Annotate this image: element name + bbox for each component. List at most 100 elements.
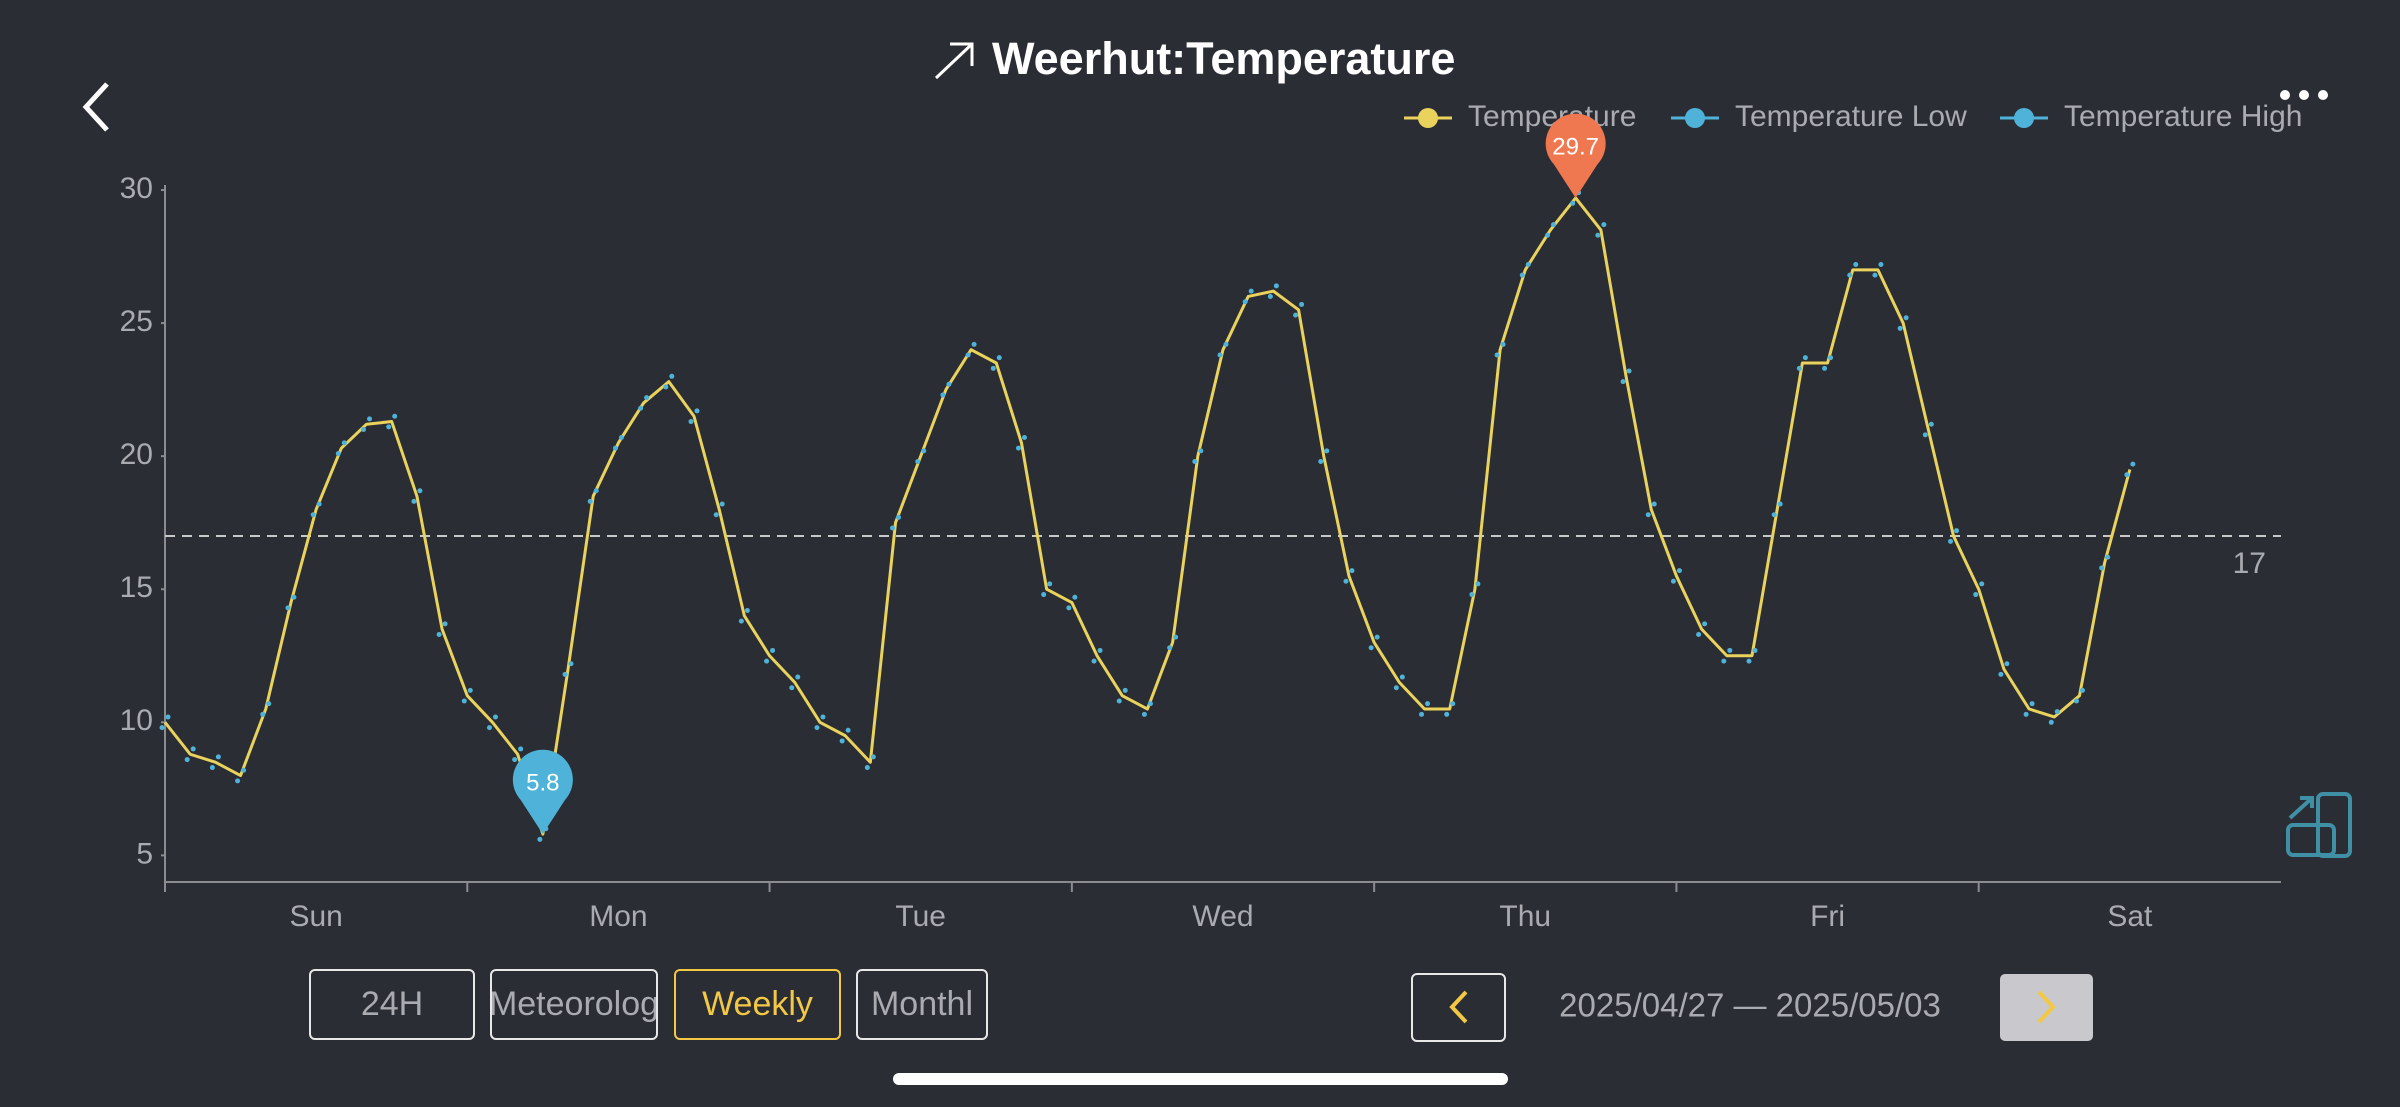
point [1696,631,1702,637]
point [921,448,927,454]
point [770,647,776,653]
point [2124,472,2130,478]
y-tick-label: 5 [136,837,153,870]
prev-week-button[interactable] [1411,973,1506,1042]
point [1147,701,1153,707]
point [1828,355,1834,361]
prev-chevron [1449,990,1468,1024]
rotate-icon[interactable] [2286,792,2352,858]
point [688,419,694,425]
point [1167,645,1173,651]
back-button[interactable] [82,82,109,132]
point [291,594,297,600]
x-tick-label: Wed [1192,900,1253,933]
point [1122,687,1128,693]
point [1796,365,1802,371]
legend-label: Temperature High [2064,100,2302,133]
period-tab[interactable]: 24H [309,969,475,1040]
point [1721,658,1727,664]
min-pin-label: 5.8 [526,769,559,796]
point [518,746,524,752]
point [1469,592,1475,598]
point [1475,581,1481,587]
point [1041,592,1047,598]
period-tab[interactable]: Monthl [856,969,988,1040]
point [209,765,215,771]
more-button[interactable] [2280,90,2328,100]
point [1072,594,1078,600]
point [839,738,845,744]
point [990,365,996,371]
point [436,631,442,637]
point [367,416,373,422]
period-tab[interactable]: Meteorolog [490,969,658,1040]
point [638,405,644,411]
page-title: Weerhut:Temperature [992,33,1455,84]
point [1973,592,1979,598]
point [310,512,316,518]
point [1450,701,1456,707]
point [159,725,165,731]
point [1047,581,1053,587]
point [1015,445,1021,451]
point [1746,658,1752,664]
point [1318,458,1324,464]
point [845,727,851,733]
point [215,754,221,760]
point [2004,661,2010,667]
point [1343,578,1349,584]
point [1601,222,1607,228]
max-pin-label: 29.7 [1552,133,1599,160]
point [1097,647,1103,653]
point [1425,701,1431,707]
point [1021,435,1027,441]
point [1192,458,1198,464]
point [1872,272,1878,278]
point [1702,621,1708,627]
point [764,658,770,664]
point [1676,568,1682,574]
point [1651,501,1657,507]
point [1273,283,1279,289]
x-tick-label: Tue [895,900,946,933]
point [411,498,417,504]
point [965,352,971,358]
point [2073,698,2079,704]
point [1248,288,1254,294]
y-tick-label: 20 [120,438,153,471]
period-tab[interactable]: Weekly [674,969,841,1040]
point [587,498,593,504]
point [1116,698,1122,704]
point [512,757,518,763]
reference-label: 17 [2233,547,2266,580]
point [940,392,946,398]
y-tick-label: 10 [120,704,153,737]
point [1645,512,1651,518]
point [562,671,568,677]
point [266,701,272,707]
point [1267,293,1273,299]
point [618,435,624,441]
point [1349,568,1355,574]
point [361,427,367,433]
point [669,373,675,379]
x-tick-label: Sun [289,900,342,933]
point [568,661,574,667]
legend-label: Temperature Low [1735,100,1967,133]
point [2079,687,2085,693]
point [235,778,241,784]
point [1198,448,1204,454]
point [386,424,392,430]
next-week-button[interactable] [2000,974,2093,1041]
point [285,605,291,611]
point [870,754,876,760]
point [2130,461,2136,467]
point [864,765,870,771]
point [593,488,599,494]
point [1998,671,2004,677]
point [184,757,190,763]
point [335,450,341,456]
point [713,512,719,518]
point [663,384,669,390]
